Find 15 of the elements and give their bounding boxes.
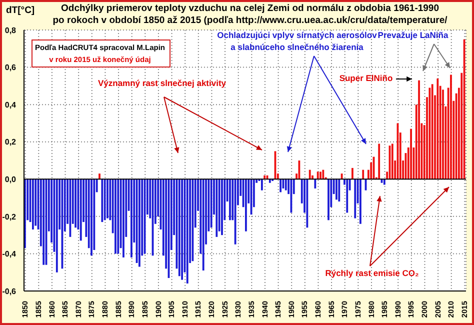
y-tick-label: -0,2 bbox=[2, 212, 17, 222]
annotation: Rýchly rast emisie CO₂ bbox=[325, 268, 419, 278]
y-tick-label: 0,2 bbox=[4, 138, 17, 147]
y-tick-label: 0,6 bbox=[4, 63, 17, 72]
y-tick-label: 0,4 bbox=[4, 100, 17, 110]
y-tick-label: 0,8 bbox=[4, 26, 17, 35]
annotation: Prevažuje LaNiña bbox=[378, 30, 448, 40]
y-axis-title: dT[°C] bbox=[6, 5, 35, 16]
annotation: Významný rast slnečnej aktivity bbox=[98, 78, 226, 88]
chart-title: Odchýlky priemerov teploty vzduchu na celej Zemi od normálu z obdobia 1961-1990 po rokoch v období 1850 až 2015 (podľa http://www.cru.uea.ac.uk/cru/data/temperature/ bbox=[52, 3, 448, 26]
y-tick-label: 0,0 bbox=[4, 174, 17, 184]
y-tick-label: -0,6 bbox=[2, 286, 17, 296]
y-tick-label: -0,4 bbox=[2, 250, 17, 259]
annotation: Ochladzujúci vplyv sírnatých aerosólov a slabnúceho slnečného žiarenia bbox=[217, 30, 378, 52]
annotation: Super ElNiño bbox=[339, 73, 393, 83]
